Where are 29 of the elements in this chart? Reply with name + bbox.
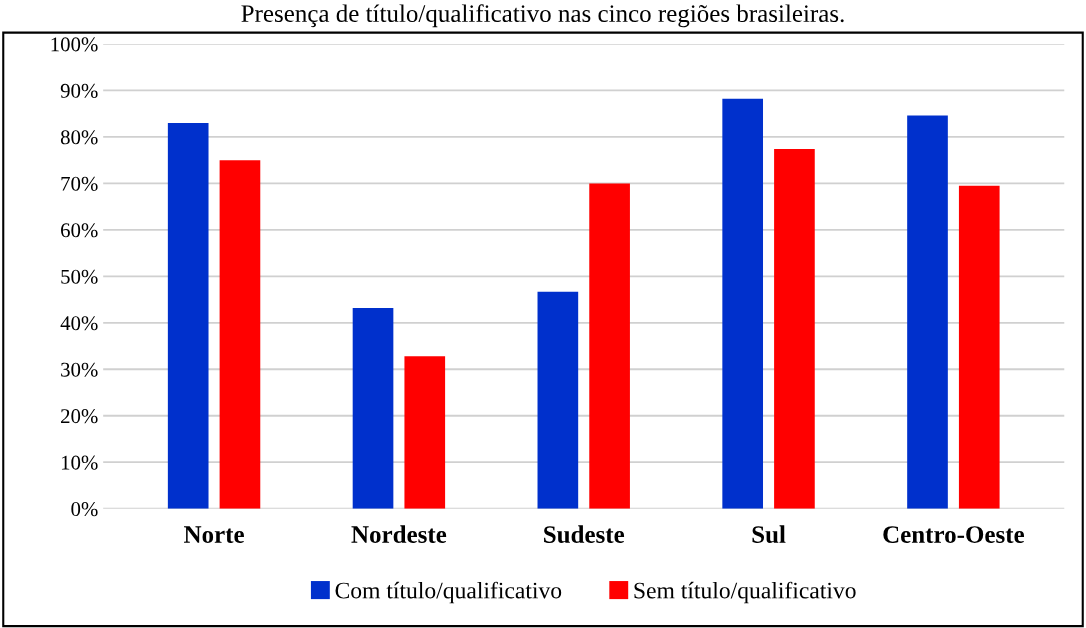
x-tick-label: Nordeste xyxy=(351,525,447,543)
x-tick-label: Norte xyxy=(184,526,244,543)
bar xyxy=(958,185,1000,509)
bar xyxy=(907,115,948,509)
chart-title: Presença de título/qualificativo nas cinco regiões brasileiras. xyxy=(241,4,844,28)
y-tick-label: 90% xyxy=(60,83,98,98)
bar xyxy=(589,183,630,509)
x-tick-label: Centro-Oeste xyxy=(883,526,1025,543)
y-tick-label: 80% xyxy=(60,130,98,145)
y-tick-label: 20% xyxy=(61,409,98,424)
y-tick-label: 0% xyxy=(71,502,98,517)
y-tick-label: 70% xyxy=(61,176,98,191)
bar xyxy=(404,356,446,509)
bar xyxy=(352,307,394,509)
bar xyxy=(167,122,209,509)
legend-label: Com título/qualificativo xyxy=(335,581,562,604)
bar xyxy=(774,148,815,509)
y-tick-label: 40% xyxy=(60,316,98,331)
y-tick-label: 100% xyxy=(51,37,98,52)
bar xyxy=(537,291,579,509)
y-tick-label: 60% xyxy=(61,223,98,238)
x-tick-label: Sul xyxy=(752,525,786,543)
y-tick-label: 50% xyxy=(61,269,98,284)
bar xyxy=(219,160,261,509)
y-tick-label: 10% xyxy=(61,455,98,470)
legend-label: Sem título/qualificativo xyxy=(634,581,856,604)
y-tick-label: 30% xyxy=(61,362,98,377)
x-tick-label: Sudeste xyxy=(544,525,625,543)
bar xyxy=(722,98,764,509)
